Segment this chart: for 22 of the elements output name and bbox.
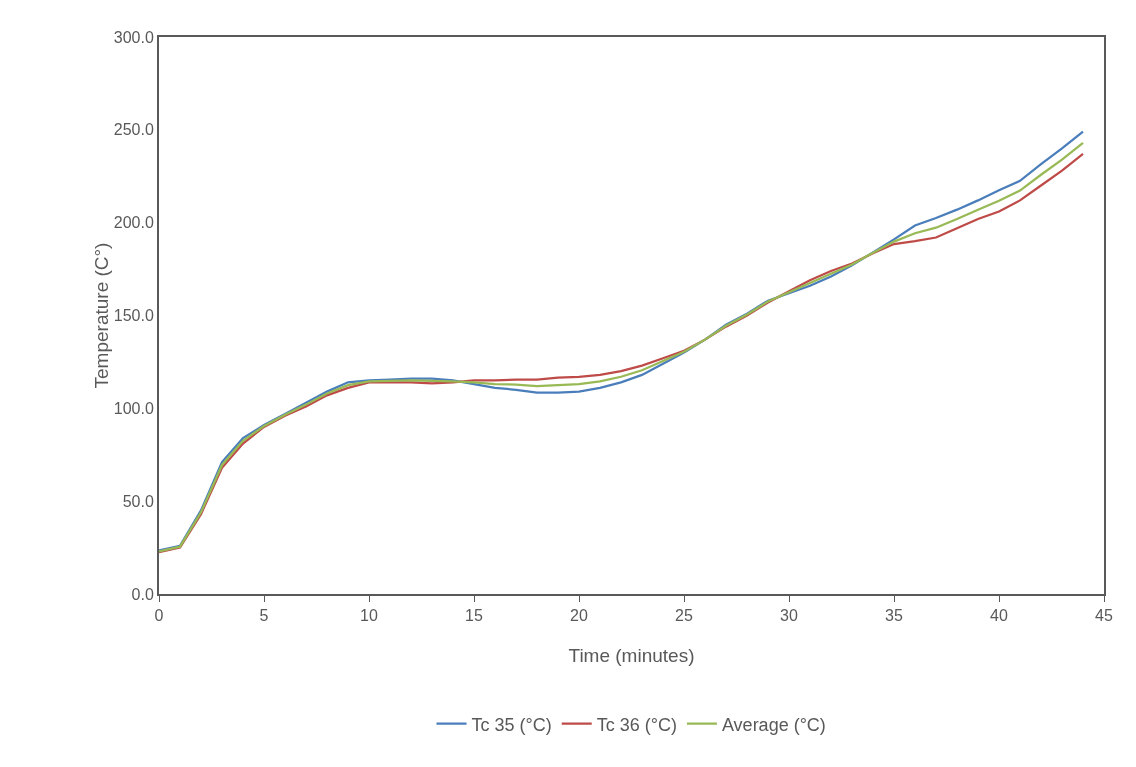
x-tick-label: 0 bbox=[154, 607, 164, 625]
y-tick-label: 150.0 bbox=[113, 307, 154, 325]
y-tick-label: 100.0 bbox=[113, 399, 154, 417]
legend-label: Tc 36 (°C) bbox=[596, 714, 677, 735]
x-tick-label: 40 bbox=[990, 607, 1008, 625]
x-axis-title: Time (minutes) bbox=[568, 645, 695, 666]
x-tick-label: 25 bbox=[675, 607, 693, 625]
y-tick-label: 250.0 bbox=[113, 121, 154, 139]
x-tick-label: 35 bbox=[885, 607, 903, 625]
x-tick-label: 20 bbox=[570, 607, 588, 625]
legend-label: Tc 35 (°C) bbox=[471, 714, 552, 735]
y-axis-title: Temperature (C°) bbox=[90, 242, 112, 389]
y-tick-label: 300.0 bbox=[113, 28, 154, 46]
legend-label: Average (°C) bbox=[721, 714, 826, 735]
x-tick-label: 15 bbox=[465, 607, 483, 625]
x-tick-label: 5 bbox=[259, 607, 269, 625]
x-tick-label: 45 bbox=[1095, 607, 1113, 625]
x-tick-label: 30 bbox=[780, 607, 798, 625]
y-tick-label: 200.0 bbox=[113, 214, 154, 232]
y-tick-label: 50.0 bbox=[122, 492, 154, 510]
x-tick-label: 10 bbox=[360, 607, 378, 625]
y-tick-label: 0.0 bbox=[131, 585, 154, 603]
